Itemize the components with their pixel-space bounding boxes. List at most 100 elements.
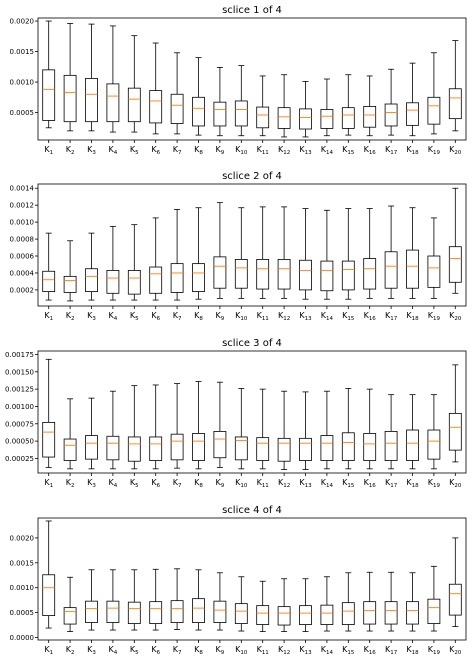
y-tick-label: 0.0015 <box>10 559 35 567</box>
x-tick-label: K4 <box>109 645 118 656</box>
box-k13 <box>299 391 312 470</box>
y-tick-label: 0.0014 <box>10 185 35 193</box>
box-body <box>192 96 205 127</box>
box-body <box>170 93 184 124</box>
box-k2 <box>63 23 77 132</box>
box-body <box>85 268 98 292</box>
box-k16 <box>363 388 377 470</box>
box-body <box>42 270 56 292</box>
box-body <box>149 90 163 124</box>
box-body <box>256 259 270 290</box>
box-k5 <box>127 385 141 470</box>
box-k12 <box>277 74 291 138</box>
box-body <box>448 88 462 120</box>
x-tick-label: K9 <box>216 478 225 489</box>
box-k19 <box>427 52 441 135</box>
box-body <box>406 429 419 461</box>
x-tick-label: K12 <box>278 145 290 156</box>
axes-frame <box>37 517 467 641</box>
box-k16 <box>363 208 377 299</box>
box-body <box>299 437 312 461</box>
box-body <box>127 87 141 123</box>
box-k18 <box>406 207 419 299</box>
x-tick-label: K12 <box>278 478 290 489</box>
box-k8 <box>192 57 205 136</box>
x-tick-label: K14 <box>321 145 334 156</box>
box-body <box>427 598 441 624</box>
box-body <box>406 601 419 625</box>
x-tick-label: K10 <box>235 478 248 489</box>
box-k13 <box>299 81 312 138</box>
x-tick-label: K20 <box>449 145 462 156</box>
y-tick-label: 0.0015 <box>10 48 35 56</box>
y-tick-label: 0.00150 <box>5 368 34 376</box>
x-tick-label: K3 <box>87 478 96 489</box>
box-body <box>63 275 77 293</box>
box-k6 <box>149 568 163 631</box>
x-tick-label: K18 <box>406 645 419 656</box>
x-tick-label: K6 <box>151 478 160 489</box>
y-tick-label: 0.00175 <box>5 351 34 359</box>
box-body <box>234 259 248 289</box>
box-body <box>384 251 398 289</box>
x-tick-label: K4 <box>109 478 118 489</box>
box-body <box>170 433 184 461</box>
box-body <box>127 270 141 295</box>
x-tick-label: K7 <box>173 645 182 656</box>
x-tick-label: K17 <box>385 311 398 322</box>
box-k2 <box>63 240 77 302</box>
x-tick-label: K13 <box>299 145 312 156</box>
box-k12 <box>277 206 291 299</box>
x-tick-label: K18 <box>406 145 419 156</box>
y-tick-label: 0.0005 <box>10 109 35 117</box>
box-k6 <box>149 42 163 135</box>
box-k5 <box>127 224 141 301</box>
x-tick-label: K8 <box>194 645 203 656</box>
box-k4 <box>106 225 120 301</box>
y-tick-label: 0.0020 <box>10 534 35 542</box>
x-tick-label: K18 <box>406 311 419 322</box>
x-tick-label: K17 <box>385 145 398 156</box>
x-tick-label: K2 <box>66 145 75 156</box>
x-tick-label: K14 <box>321 478 334 489</box>
box-body <box>234 436 248 461</box>
box-k5 <box>127 35 141 133</box>
x-tick-label: K20 <box>449 478 462 489</box>
x-tick-label: K10 <box>235 311 248 322</box>
box-body <box>127 436 141 462</box>
box-body <box>106 270 120 294</box>
y-tick-label: 0.0010 <box>10 584 35 592</box>
box-k5 <box>127 569 141 631</box>
y-tick-label: 0.0000 <box>10 634 35 642</box>
axes-frame <box>37 17 467 141</box>
box-k15 <box>341 74 355 136</box>
x-tick-label: K15 <box>342 645 355 656</box>
box-body <box>213 431 227 459</box>
x-tick-label: K16 <box>364 145 377 156</box>
x-tick-label: K10 <box>235 145 248 156</box>
box-body <box>42 421 56 458</box>
box-body <box>213 600 227 623</box>
x-tick-label: K5 <box>130 311 139 322</box>
x-tick-label: K3 <box>87 311 96 322</box>
box-body <box>320 109 334 129</box>
box-k18 <box>406 572 419 632</box>
box-body <box>85 600 98 623</box>
box-k20 <box>448 537 462 627</box>
box-k4 <box>106 569 120 631</box>
box-k17 <box>384 68 398 136</box>
x-tick-label: K10 <box>235 645 248 656</box>
box-k19 <box>427 394 441 470</box>
box-k1 <box>42 232 56 301</box>
x-tick-label: K1 <box>44 645 53 656</box>
box-body <box>63 438 77 461</box>
box-k14 <box>320 209 334 300</box>
x-tick-label: K17 <box>385 478 398 489</box>
y-tick-label: 0.0010 <box>10 219 35 227</box>
chart-panel-2: sclice 2 of 4 0.0002 0.0004 0.0006 0.0008 0.0… <box>10 171 467 322</box>
x-tick-label: K15 <box>342 478 355 489</box>
y-tick-label: 0.00075 <box>5 420 34 428</box>
box-body <box>406 249 419 289</box>
box-k12 <box>277 578 291 632</box>
x-tick-label: K14 <box>321 645 334 656</box>
